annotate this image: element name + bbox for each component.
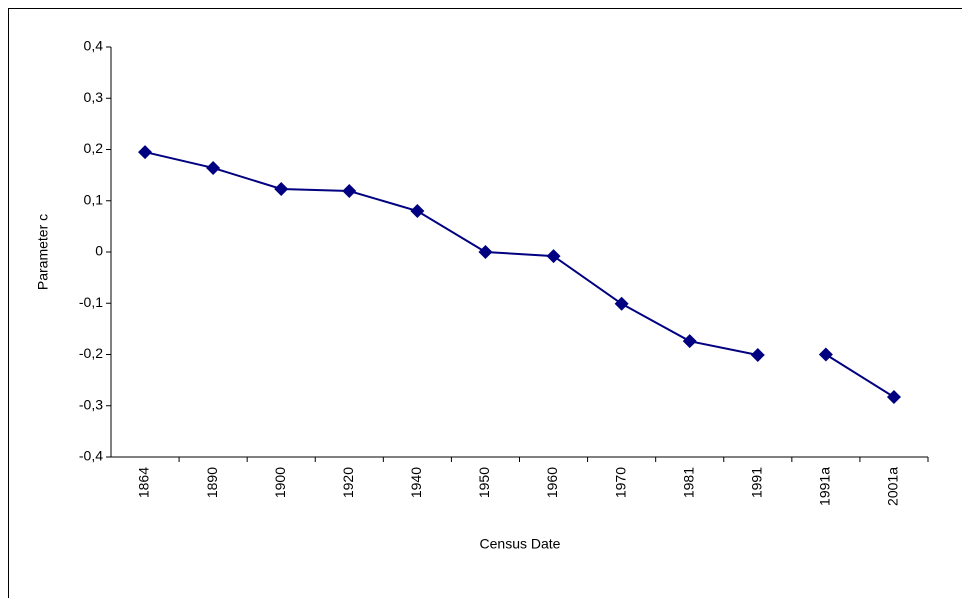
x-tick-label: 1920 — [340, 467, 356, 498]
y-tick-label: -0,1 — [79, 294, 103, 310]
y-tick-label: -0,3 — [79, 396, 103, 412]
y-tick-label: 0,2 — [84, 140, 104, 156]
data-point — [546, 249, 561, 264]
x-axis-title: Census Date — [480, 536, 561, 552]
series-line — [144, 151, 758, 356]
chart-frame — [8, 8, 962, 598]
y-tick-label: 0,1 — [84, 191, 104, 207]
x-tick-label: 1950 — [476, 467, 492, 498]
y-tick-label: 0 — [95, 243, 103, 259]
data-point — [614, 296, 629, 311]
y-tick-label: -0,4 — [79, 448, 103, 464]
data-point — [886, 390, 901, 405]
x-tick-label: 2001a — [885, 467, 901, 506]
x-tick-label: 1864 — [136, 467, 152, 498]
x-tick-label: 1970 — [612, 467, 628, 498]
data-point — [342, 184, 357, 199]
x-tick-label: 1981 — [680, 467, 696, 498]
data-point — [478, 245, 493, 259]
y-tick-label: 0,4 — [84, 38, 104, 54]
y-axis-title: Parameter c — [35, 214, 51, 290]
data-point — [682, 334, 697, 349]
x-tick-label: 1900 — [272, 467, 288, 498]
y-tick-label: 0,3 — [84, 89, 104, 105]
data-point — [138, 145, 153, 160]
x-tick-label: 1940 — [408, 467, 424, 498]
y-tick-label: -0,2 — [79, 345, 103, 361]
x-tick-label: 1960 — [544, 467, 560, 498]
data-point — [410, 204, 425, 218]
x-tick-label: 1991a — [817, 467, 833, 506]
data-point — [750, 348, 765, 363]
data-point — [274, 181, 289, 196]
x-tick-label: 1890 — [204, 467, 220, 498]
data-point — [818, 347, 833, 362]
series-line — [825, 353, 895, 398]
x-tick-label: 1991 — [748, 467, 764, 498]
data-point — [206, 160, 221, 175]
